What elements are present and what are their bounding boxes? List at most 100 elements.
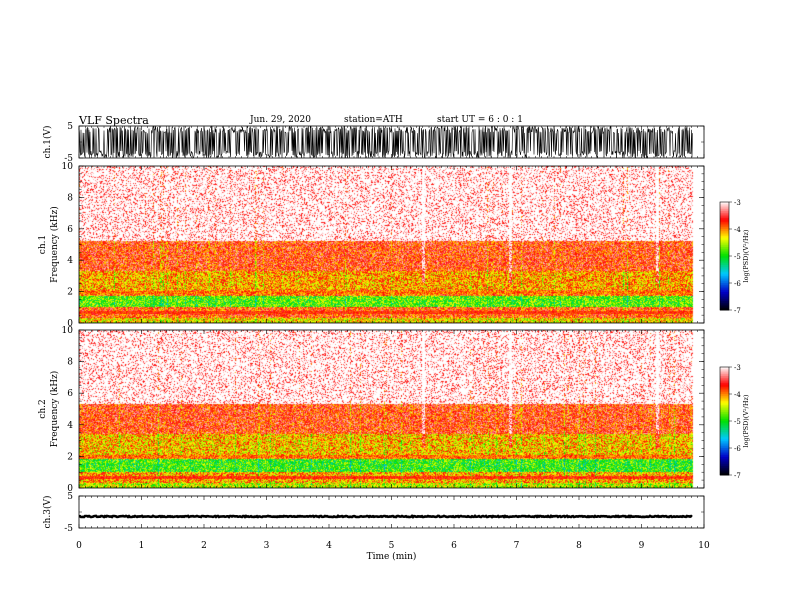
spectrogram-ch1 — [79, 166, 704, 323]
colorbar-swatch — [720, 428, 729, 431]
colorbar-swatch — [720, 274, 729, 277]
y-tick-label: 6 — [67, 225, 73, 235]
colorbar-swatch — [720, 286, 729, 289]
colorbar-swatch — [720, 431, 729, 435]
x-tick-label: 3 — [264, 541, 270, 551]
colorbar-swatch — [720, 381, 729, 384]
colorbar-swatch — [720, 297, 729, 300]
colorbar-swatch — [720, 410, 729, 413]
colorbar-tick-label: -5 — [734, 418, 741, 426]
colorbar-swatch — [720, 368, 729, 372]
colorbar-swatch — [720, 229, 729, 232]
ch3-waveform-frame — [78, 495, 705, 529]
colorbar-ch1: -3 -4 -5 -6 -7 log(PSD)(V²/Hz) — [719, 199, 750, 315]
start-time-label: start UT = 6 : 0 : 1 — [437, 115, 523, 125]
colorbar-swatch — [720, 466, 729, 469]
spectrogram-image-ch2 — [79, 330, 704, 488]
y-tick-label: 4 — [67, 256, 73, 266]
y-tick-label: 8 — [67, 358, 73, 368]
ch1-waveform-trace — [78, 125, 693, 160]
ch1-spectrogram-channel-label: ch.1 — [38, 235, 48, 254]
colorbar-swatch — [720, 435, 729, 438]
colorbar-swatch — [720, 377, 729, 381]
station-label: station=ATH — [344, 115, 403, 125]
colorbar-swatch — [720, 430, 729, 433]
colorbar-swatch — [720, 444, 729, 447]
ch1-y-label: ch.1(V) — [42, 126, 53, 159]
colorbar-swatch — [720, 243, 729, 246]
colorbar-swatch — [720, 306, 729, 309]
colorbar-swatch — [720, 232, 729, 235]
colorbar-swatch — [720, 299, 729, 302]
colorbar-swatch — [720, 277, 729, 280]
colorbar-swatch — [720, 460, 729, 463]
colorbar-swatch — [720, 301, 729, 304]
ch2-spectrogram-channel-label: ch.2 — [38, 399, 48, 418]
colorbar-swatch — [720, 464, 729, 467]
colorbar-swatch — [720, 462, 729, 465]
ch3-waveform-trace — [79, 514, 693, 519]
colorbar-swatch — [720, 374, 729, 377]
colorbar-swatch — [720, 390, 729, 393]
colorbar-swatch — [720, 279, 729, 282]
colorbar-swatch — [720, 275, 729, 279]
y-tick-label: 10 — [62, 326, 74, 336]
colorbar-tick-label: -6 — [734, 280, 741, 288]
colorbar-swatch — [720, 245, 729, 248]
colorbar-swatch — [720, 293, 729, 297]
colorbar-swatch — [720, 455, 729, 458]
ch1-tick-label: 5 — [67, 122, 73, 132]
x-axis-label: Time (min) — [367, 551, 417, 562]
x-tick-label: 4 — [326, 541, 332, 551]
colorbar-label: log(PSD)(V²/Hz) — [742, 394, 750, 447]
colorbar-swatch — [720, 440, 729, 444]
x-tick-label: 0 — [76, 541, 82, 551]
colorbar-tick-label: -3 — [734, 199, 741, 207]
x-tick-label: 6 — [451, 541, 457, 551]
colorbar-swatch — [720, 458, 729, 462]
x-tick-label: 7 — [514, 541, 520, 551]
colorbar-swatch — [720, 419, 729, 422]
x-tick-label: 5 — [389, 541, 395, 551]
spectrogram-image-ch1 — [79, 166, 704, 323]
colorbar-swatch — [720, 247, 729, 250]
colorbar-swatch — [720, 446, 729, 449]
ch2-frequency-label: Frequency (kHz) — [49, 371, 60, 448]
colorbar-swatch — [720, 290, 729, 293]
colorbar-swatch — [720, 386, 729, 390]
y-tick-label: 8 — [67, 193, 73, 203]
colorbar-tick-label: -4 — [734, 391, 741, 399]
colorbar-swatch — [720, 437, 729, 440]
colorbar-swatch — [720, 422, 729, 426]
colorbar-swatch — [720, 308, 729, 311]
colorbar-swatch — [720, 376, 729, 379]
colorbar-swatch — [720, 223, 729, 226]
colorbar-swatch — [720, 383, 729, 386]
colorbar-swatch — [720, 448, 729, 451]
y-tick-label: 6 — [67, 389, 73, 399]
colorbar-swatch — [720, 254, 729, 257]
colorbar-swatch — [720, 236, 729, 239]
colorbar-swatch — [720, 388, 729, 391]
colorbar-tick-label: -3 — [734, 364, 741, 372]
colorbar-swatch — [720, 265, 729, 268]
colorbar-label: log(PSD)(V²/Hz) — [742, 229, 750, 282]
colorbar-swatch — [720, 426, 729, 429]
colorbar-swatch — [720, 412, 729, 415]
colorbar-swatch — [720, 230, 729, 234]
colorbar-swatch — [720, 250, 729, 253]
colorbar-swatch — [720, 413, 729, 417]
colorbar-swatch — [720, 439, 729, 442]
colorbar-swatch — [720, 372, 729, 375]
colorbar-ch2: -3 -4 -5 -6 -7 log(PSD)(V²/Hz) — [719, 364, 750, 480]
colorbar-swatch — [720, 433, 729, 436]
colorbar-swatch — [720, 404, 729, 408]
colorbar-swatch — [720, 266, 729, 270]
colorbar-swatch — [720, 259, 729, 262]
y-tick-label: 0 — [67, 319, 73, 329]
y-tick-label: 0 — [67, 484, 73, 494]
colorbar-swatch — [720, 234, 729, 237]
colorbar-swatch — [720, 225, 729, 228]
colorbar-swatch — [720, 203, 729, 207]
y-tick-label: 4 — [67, 421, 73, 431]
